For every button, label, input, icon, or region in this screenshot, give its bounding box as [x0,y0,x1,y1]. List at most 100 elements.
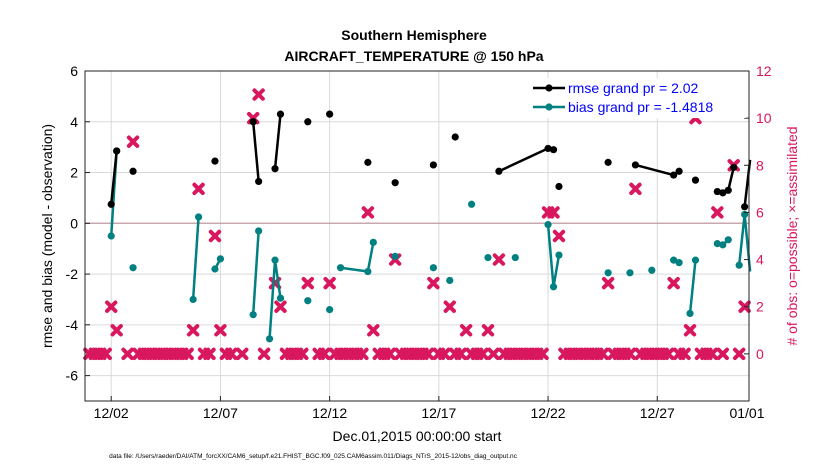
bias-point [691,256,700,264]
legend-box [528,78,746,118]
legend-marker-rmse [545,84,553,92]
obs-count-marker [99,347,112,361]
obs-count-marker [438,347,451,361]
obs-count-marker [661,347,675,361]
obs-count-marker [601,276,615,290]
y2-tick-label: 12 [756,63,772,79]
obs-count-marker [623,347,637,361]
rmse-point [544,144,552,153]
x-tick-label: 12/17 [421,405,456,421]
bias-point [549,283,558,291]
chart-subtitle: AIRCRAFT_TEMPERATURE @ 150 hPa [284,48,543,64]
obs-count-marker [317,347,331,361]
rmse-segment [635,163,674,177]
obs-count-marker [126,135,140,148]
obs-count-marker [596,347,609,361]
bias-point [713,240,721,248]
obs-count-marker [711,206,724,219]
y2-tick-label: 4 [756,252,764,268]
rmse-point [741,203,749,211]
obs-count-marker [705,347,719,361]
rmse-point [495,167,503,175]
y-axis-right: 0 2 4 6 8 10 12 [744,63,772,362]
y-axis-left: -6 -4 -2 0 2 4 6 [66,63,90,384]
rmse-point [429,161,437,169]
rmse-point [691,176,700,184]
y-tick-label: 4 [70,114,78,130]
x-tick-label: 12/02 [94,405,129,421]
bias-segment [251,230,260,315]
bias-point [216,255,225,263]
y-axis-label: rmse and bias (model - observation) [39,124,55,348]
x-axis-label: Dec.01,2015 00:00:00 start [333,428,502,444]
rmse-point [730,163,738,172]
rmse-point [451,133,459,141]
rmse-point [107,200,115,208]
rmse-segment [498,147,549,173]
obs-count-marker [356,347,369,361]
rmse-point [113,147,121,155]
obs-count-marker [323,276,336,290]
rmse-point [549,146,558,154]
obs-count-marker [454,347,467,361]
obs-count-marker [252,88,265,101]
bias-point [364,267,372,276]
x-tick-label: 01/01 [729,405,764,421]
bias-point [107,232,115,240]
legend-label-rmse: rmse grand pr = 2.02 [568,80,699,96]
obs-count-marker [186,324,200,337]
bias-point [555,251,563,259]
rmse-point [249,118,257,126]
obs-count-marker [683,324,697,337]
obs-count-marker [443,300,456,313]
bias-point [276,294,285,302]
y2-tick-label: 8 [756,157,764,173]
legend-label-bias: bias grand pr = -1.4818 [568,99,713,115]
y2-tick-label: 6 [756,204,764,220]
obs-count-marker [667,276,680,290]
bias-point [369,238,377,246]
obs-count-marker [214,324,227,337]
bias-segment [268,260,277,339]
obs-count-marker [547,206,560,219]
rmse-point [670,171,678,179]
bias-segment [340,266,369,273]
y-tick-label: -4 [66,317,79,333]
rmse-segment [273,114,282,169]
legend: rmse grand pr = 2.02 bias grand pr = -1.… [528,78,746,118]
obs-count-marker [301,276,314,290]
obs-count-marker [274,300,287,313]
rmse-point [555,182,563,191]
x-tick-label: 12/22 [531,405,566,421]
bias-point [468,200,476,208]
bias-point [255,227,263,235]
obs-count-marker [121,347,134,361]
bias-point [189,295,197,304]
y2-tick-label: 2 [756,299,764,315]
rmse-point [276,110,285,118]
bias-segment [191,216,200,300]
bias-segment [688,259,697,314]
rmse-segment [109,150,118,205]
bias-point [129,264,137,272]
obs-count-marker [105,300,118,313]
obs-count-marker [367,324,380,337]
bias-segment [546,224,555,287]
rmse-point [271,165,279,173]
bias-point [484,253,492,262]
rmse-point [129,167,137,175]
rmse-point [713,187,721,196]
obs-count-marker [732,347,746,361]
obs-count-marker [208,229,222,243]
obs-count-marker [296,347,309,361]
series-layer [83,88,752,361]
obs-count-marker [257,347,271,361]
obs-count-marker [629,182,642,196]
rmse-point [391,179,399,187]
obs-count-marker [181,347,194,361]
bias-point [391,252,399,260]
bias-point [741,210,749,219]
bias-point [626,269,634,277]
x-tick-label: 12/07 [203,405,238,421]
